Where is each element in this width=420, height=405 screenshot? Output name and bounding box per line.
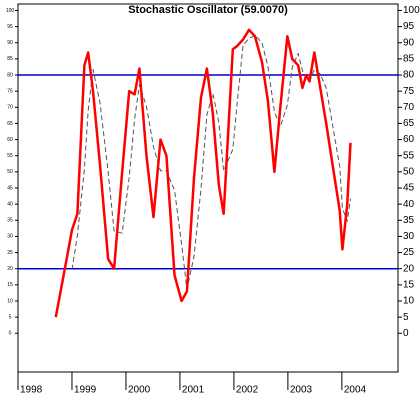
y-tick-label: 5 xyxy=(403,312,409,323)
y-tick-label-left: 50 xyxy=(7,169,13,175)
y-tick-label-left: 55 xyxy=(7,153,13,159)
y-tick-label-left: 75 xyxy=(7,88,13,94)
y-tick-label: 65 xyxy=(403,118,415,129)
y-tick-label: 60 xyxy=(403,134,415,145)
y-tick-label-left: 30 xyxy=(7,234,13,240)
y-tick-label-left: 45 xyxy=(7,185,13,191)
y-tick-label: 15 xyxy=(403,279,415,290)
x-tick-label: 1999 xyxy=(74,385,97,396)
y-tick-label: 45 xyxy=(403,183,415,194)
y-tick-label: 80 xyxy=(403,70,415,81)
y-tick-label: 30 xyxy=(403,231,415,242)
y-tick-label-left: 35 xyxy=(7,218,13,224)
series-line xyxy=(54,28,352,318)
y-tick-label: 35 xyxy=(403,215,415,226)
y-tick-label-left: 85 xyxy=(7,56,13,62)
y-tick-label-left: 90 xyxy=(7,40,13,46)
y-tick-label: 85 xyxy=(403,54,415,65)
x-tick-label: 2003 xyxy=(290,385,313,396)
y-tick-label: 10 xyxy=(403,296,415,307)
y-tick-label: 55 xyxy=(403,150,415,161)
x-tick-label: 2000 xyxy=(128,385,151,396)
x-tick-label: 2001 xyxy=(182,385,205,396)
x-tick-label: 1998 xyxy=(20,385,43,396)
y-tick-label: 70 xyxy=(403,102,415,113)
y-tick-label: 25 xyxy=(403,247,415,258)
y-tick-label: 95 xyxy=(403,21,415,32)
y-tick-label-left: 20 xyxy=(7,266,13,272)
y-tick-label-left: 10 xyxy=(7,298,13,304)
y-tick-label: 50 xyxy=(403,167,415,178)
y-tick-label-left: 25 xyxy=(7,250,13,256)
y-tick-label-left: 15 xyxy=(7,282,13,288)
y-tick-label: 75 xyxy=(403,86,415,97)
x-tick-label: 2002 xyxy=(236,385,259,396)
y-tick-label: 0 xyxy=(403,328,409,339)
y-tick-label-left: 0 xyxy=(9,331,12,337)
y-tick-label-left: 80 xyxy=(7,72,13,78)
plot-frame xyxy=(17,3,399,373)
y-tick-label: 20 xyxy=(403,263,415,274)
x-tick-label: 2004 xyxy=(344,385,367,396)
y-tick-label: 90 xyxy=(403,37,415,48)
chart-title: Stochastic Oscillator (59.0070) xyxy=(128,4,288,16)
y-tick-label: 40 xyxy=(403,199,415,210)
y-tick-label: 100 xyxy=(403,5,420,16)
y-tick-label-left: 100 xyxy=(6,8,15,14)
y-tick-label-left: 95 xyxy=(7,24,13,30)
y-tick-label-left: 5 xyxy=(9,314,12,320)
y-tick-label-left: 65 xyxy=(7,121,13,127)
y-tick-label-left: 60 xyxy=(7,137,13,143)
y-tick-label-left: 40 xyxy=(7,201,13,207)
y-tick-label-left: 70 xyxy=(7,105,13,111)
